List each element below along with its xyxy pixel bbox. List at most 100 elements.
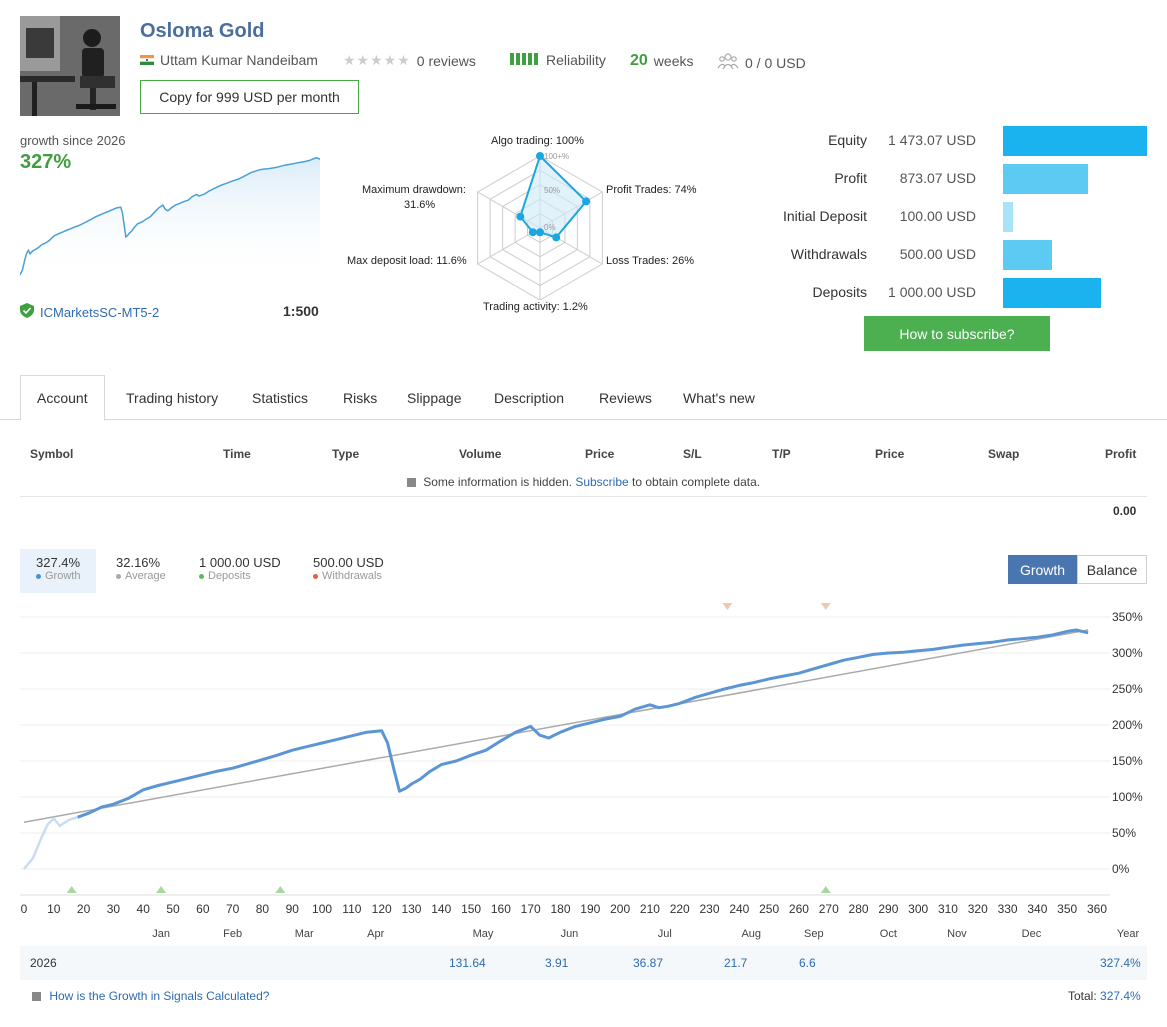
year-axis-label: Year xyxy=(1117,928,1140,940)
month-label: Apr xyxy=(367,928,384,940)
y-tick-label: 150% xyxy=(1112,754,1143,768)
x-tick-label: 150 xyxy=(461,902,481,916)
tab-account[interactable]: Account xyxy=(20,375,105,421)
legend-name: Withdrawals xyxy=(322,570,382,582)
x-tick-label: 360 xyxy=(1087,902,1107,916)
x-tick-label: 280 xyxy=(849,902,869,916)
x-tick-label: 230 xyxy=(700,902,720,916)
growth-toggle-button[interactable]: Growth xyxy=(1008,555,1077,584)
deposit-marker-icon xyxy=(66,886,77,893)
lock-icon xyxy=(406,478,416,487)
legend-item-growth[interactable]: 327.4% Growth xyxy=(20,549,97,593)
radar-chart: 100+% 50% 0% xyxy=(477,152,603,300)
column-header-swap[interactable]: Swap xyxy=(988,447,1020,461)
legend-item-average[interactable]: 32.16% Average xyxy=(100,549,182,593)
stat-value: 100.00 USD xyxy=(899,208,976,224)
deposit-marker-icon xyxy=(275,886,286,893)
tab-reviews[interactable]: Reviews xyxy=(599,389,652,406)
footer-total-value: 327.4% xyxy=(1100,989,1141,1003)
deposit-marker-icon xyxy=(820,886,831,893)
stat-value: 1 000.00 USD xyxy=(888,284,976,300)
signal-title[interactable]: Osloma Gold xyxy=(140,20,265,42)
balance-toggle-button[interactable]: Balance xyxy=(1077,555,1147,584)
x-tick-label: 320 xyxy=(968,902,988,916)
leverage: 1:500 xyxy=(283,303,319,319)
column-header-s-l[interactable]: S/L xyxy=(683,447,702,461)
stat-bar xyxy=(1003,202,1013,232)
month-label: Oct xyxy=(880,928,897,940)
subscribers-value: 0 / 0 USD xyxy=(745,54,806,71)
tab-statistics[interactable]: Statistics xyxy=(252,389,309,406)
hidden-note-suffix: to obtain complete data. xyxy=(632,475,761,489)
year-label-2026: 2026 xyxy=(30,956,57,970)
tab-what-s-new[interactable]: What's new xyxy=(683,389,755,406)
weeks-number: 20 xyxy=(630,52,648,69)
legend-name: Growth xyxy=(45,570,81,582)
weeks: 20 weeks xyxy=(630,52,693,70)
india-flag-icon xyxy=(140,52,154,68)
help-doc-icon xyxy=(32,992,41,1001)
hidden-note-text: Some information is hidden. xyxy=(423,475,572,489)
growth-help-text[interactable]: How is the Growth in Signals Calculated? xyxy=(49,989,270,1003)
rating[interactable]: ★★★★★ 0 reviews xyxy=(343,52,476,69)
copy-subscribe-button[interactable]: Copy for 999 USD per month xyxy=(140,80,359,114)
month-label: Sep xyxy=(804,928,824,940)
author-name[interactable]: Uttam Kumar Nandeibam xyxy=(160,52,318,68)
subscribe-link[interactable]: Subscribe xyxy=(575,475,629,489)
month-label: Jul xyxy=(658,928,672,940)
tab-slippage[interactable]: Slippage xyxy=(407,389,462,406)
tab-description[interactable]: Description xyxy=(494,389,565,406)
column-header-time[interactable]: Time xyxy=(223,447,251,461)
reviews-count[interactable]: 0 reviews xyxy=(416,52,476,69)
x-tick-label: 60 xyxy=(196,902,210,916)
x-tick-label: 10 xyxy=(47,902,61,916)
column-header-profit[interactable]: Profit xyxy=(1105,447,1137,461)
users-icon xyxy=(717,52,739,73)
column-header-price[interactable]: Price xyxy=(875,447,905,461)
radar-label-profit-trades: Profit Trades: 74% xyxy=(606,184,697,196)
x-tick-label: 140 xyxy=(431,902,451,916)
broker-name[interactable]: ICMarketsSC-MT5-2 xyxy=(40,304,160,320)
radar-point xyxy=(528,228,537,237)
withdrawal-marker-icon xyxy=(722,603,733,610)
growth-chart: 350% 300% 250% 200% 150% 100% 50% 0% 0 10 20 30 40 50… xyxy=(20,603,1143,940)
radar-point xyxy=(536,228,544,237)
radar-point xyxy=(516,212,525,221)
author-info[interactable]: Uttam Kumar Nandeibam xyxy=(140,52,318,68)
tab-risks[interactable]: Risks xyxy=(343,389,378,406)
legend-dot-icon xyxy=(36,573,41,579)
x-tick-label: 240 xyxy=(729,902,749,916)
tab-bar xyxy=(0,375,1167,420)
legend-value: 1 000.00 USD xyxy=(199,555,281,570)
growth-help-link[interactable]: How is the Growth in Signals Calculated? xyxy=(32,989,269,1003)
weeks-label: weeks xyxy=(653,53,694,69)
x-tick-label: 70 xyxy=(226,902,240,916)
column-header-t-p[interactable]: T/P xyxy=(772,447,791,461)
month-label: Nov xyxy=(947,928,967,940)
radar-label-loss-trades: Loss Trades: 26% xyxy=(606,255,695,267)
x-tick-label: 160 xyxy=(491,902,511,916)
broker-link[interactable]: ICMarketsSC-MT5-2 xyxy=(20,303,159,321)
legend-item-withdrawals[interactable]: 500.00 USD Withdrawals xyxy=(297,549,400,593)
stat-value: 500.00 USD xyxy=(899,246,976,262)
column-header-type[interactable]: Type xyxy=(332,447,360,461)
column-header-price[interactable]: Price xyxy=(585,447,615,461)
legend-value: 327.4% xyxy=(36,555,81,570)
month-label: Feb xyxy=(223,928,242,940)
column-header-volume[interactable]: Volume xyxy=(459,447,502,461)
column-header-symbol[interactable]: Symbol xyxy=(30,447,74,461)
x-tick-label: 310 xyxy=(938,902,958,916)
stat-label: Equity xyxy=(828,132,867,148)
tab-trading-history[interactable]: Trading history xyxy=(126,389,219,406)
x-tick-label: 260 xyxy=(789,902,809,916)
legend-value: 32.16% xyxy=(116,555,161,570)
legend-name-row: Growth xyxy=(36,570,80,582)
x-tick-label: 330 xyxy=(998,902,1018,916)
month-label: May xyxy=(473,928,494,940)
legend-item-deposits[interactable]: 1 000.00 USD Deposits xyxy=(183,549,297,593)
star-rating-icon: ★★★★★ xyxy=(343,52,411,68)
how-to-subscribe-button[interactable]: How to subscribe? xyxy=(864,316,1050,351)
year-total: 327.4% xyxy=(1100,956,1141,970)
footer-total: Total: 327.4% xyxy=(1068,989,1141,1003)
author-avatar xyxy=(20,16,120,116)
